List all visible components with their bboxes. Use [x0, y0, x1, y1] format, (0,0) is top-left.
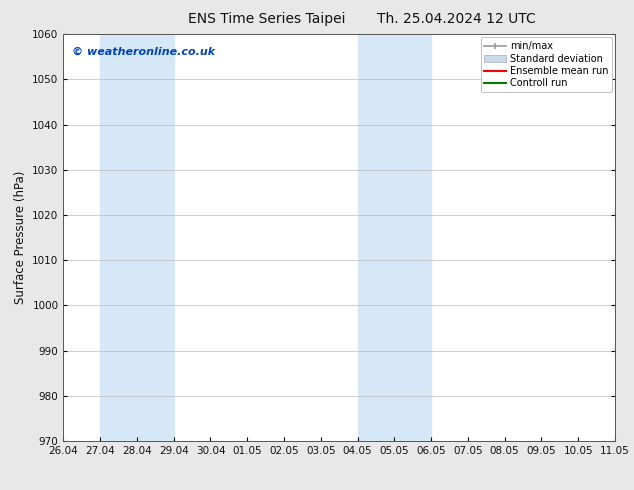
Bar	[358, 34, 431, 441]
Bar	[615, 34, 634, 441]
Legend: min/max, Standard deviation, Ensemble mean run, Controll run: min/max, Standard deviation, Ensemble me…	[481, 37, 612, 92]
Bar	[100, 34, 174, 441]
Y-axis label: Surface Pressure (hPa): Surface Pressure (hPa)	[14, 171, 27, 304]
Text: Th. 25.04.2024 12 UTC: Th. 25.04.2024 12 UTC	[377, 12, 536, 26]
Text: ENS Time Series Taipei: ENS Time Series Taipei	[188, 12, 345, 26]
Text: © weatheronline.co.uk: © weatheronline.co.uk	[72, 47, 215, 56]
